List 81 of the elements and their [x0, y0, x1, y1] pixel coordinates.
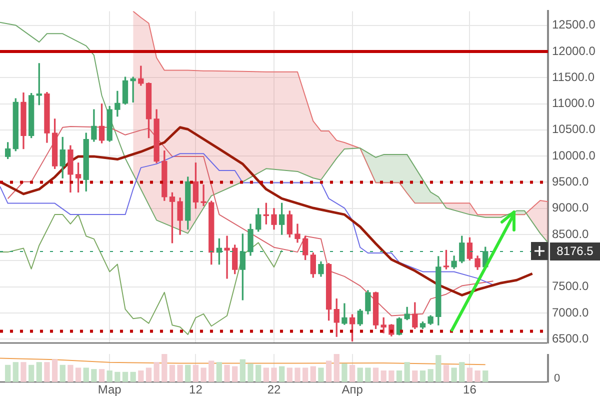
y-tick-label: 9000.0: [552, 200, 590, 215]
bar: [349, 364, 356, 382]
bar: [106, 370, 112, 382]
bar: [28, 364, 34, 382]
bar: [372, 368, 379, 382]
bar: [342, 363, 348, 382]
bar: [294, 368, 300, 382]
bar: [396, 370, 402, 382]
bar: [412, 370, 418, 382]
bar: [286, 368, 292, 382]
y-tick-label: 7500.0: [552, 279, 590, 294]
y-tick-label: 8500.0: [552, 226, 590, 241]
bar: [20, 362, 26, 382]
bar: [44, 362, 50, 382]
y-tick-label: 7000.0: [552, 305, 590, 320]
bar: [240, 359, 246, 382]
bar: [388, 370, 394, 382]
ref-line-label: 8176.5: [556, 244, 594, 258]
bar: [36, 362, 42, 382]
y-tick-label: 12500.0: [552, 18, 596, 32]
bar: [248, 363, 254, 382]
bar: [357, 368, 363, 382]
bar: [5, 364, 11, 382]
bar: [334, 354, 340, 382]
bar: [326, 360, 332, 382]
bar: [200, 368, 206, 382]
bar: [256, 364, 262, 382]
bar: [60, 364, 66, 382]
bar: [380, 370, 386, 382]
bar: [52, 359, 58, 382]
bar: [130, 372, 136, 382]
bar: [154, 362, 160, 382]
bar: [185, 364, 191, 382]
bar: [436, 355, 442, 382]
bar: [192, 364, 199, 382]
x-tick-label: Мар: [98, 382, 122, 396]
bar: [428, 369, 434, 382]
bar: [279, 366, 285, 382]
bar: [443, 364, 450, 382]
bar: [146, 368, 152, 382]
bar: [98, 369, 105, 382]
bar: [420, 370, 426, 382]
y-tick-label: 11500.0: [552, 70, 595, 84]
bar: [318, 368, 324, 382]
bar: [75, 368, 82, 382]
bar: [208, 360, 214, 382]
x-tick-label: 12: [189, 382, 203, 396]
bar: [122, 372, 128, 382]
y-tick-label: 10500.0: [552, 122, 596, 136]
y-tick-label: 10000.0: [552, 148, 596, 162]
x-tick-label: 16: [463, 382, 477, 396]
bar: [162, 354, 168, 382]
bar: [310, 366, 316, 382]
x-tick-label: 22: [267, 382, 281, 396]
text: 0: [554, 372, 560, 385]
bar: [459, 362, 465, 382]
bar: [474, 370, 480, 382]
bar: [365, 368, 371, 382]
y-tick-label: 9500.0: [552, 174, 590, 189]
bar: [216, 362, 222, 382]
bar: [482, 370, 488, 382]
bar: [232, 366, 238, 382]
bar: [177, 364, 183, 382]
y-tick-label: 12000.0: [552, 44, 596, 58]
bar: [138, 370, 144, 382]
bar: [12, 362, 18, 382]
bar: [68, 364, 74, 382]
bar: [91, 369, 97, 382]
bar: [404, 362, 410, 382]
bar: [302, 368, 308, 382]
bar: [466, 368, 473, 382]
bar: [83, 368, 89, 382]
bar: [263, 368, 269, 382]
bar: [451, 368, 457, 382]
y-tick-label: 11000.0: [552, 96, 595, 110]
bar: [224, 364, 230, 382]
bar: [169, 364, 176, 382]
y-tick-label: 6500.0: [552, 331, 590, 346]
bar: [271, 368, 277, 382]
x-tick-label: Апр: [342, 382, 364, 396]
bar: [114, 372, 120, 382]
